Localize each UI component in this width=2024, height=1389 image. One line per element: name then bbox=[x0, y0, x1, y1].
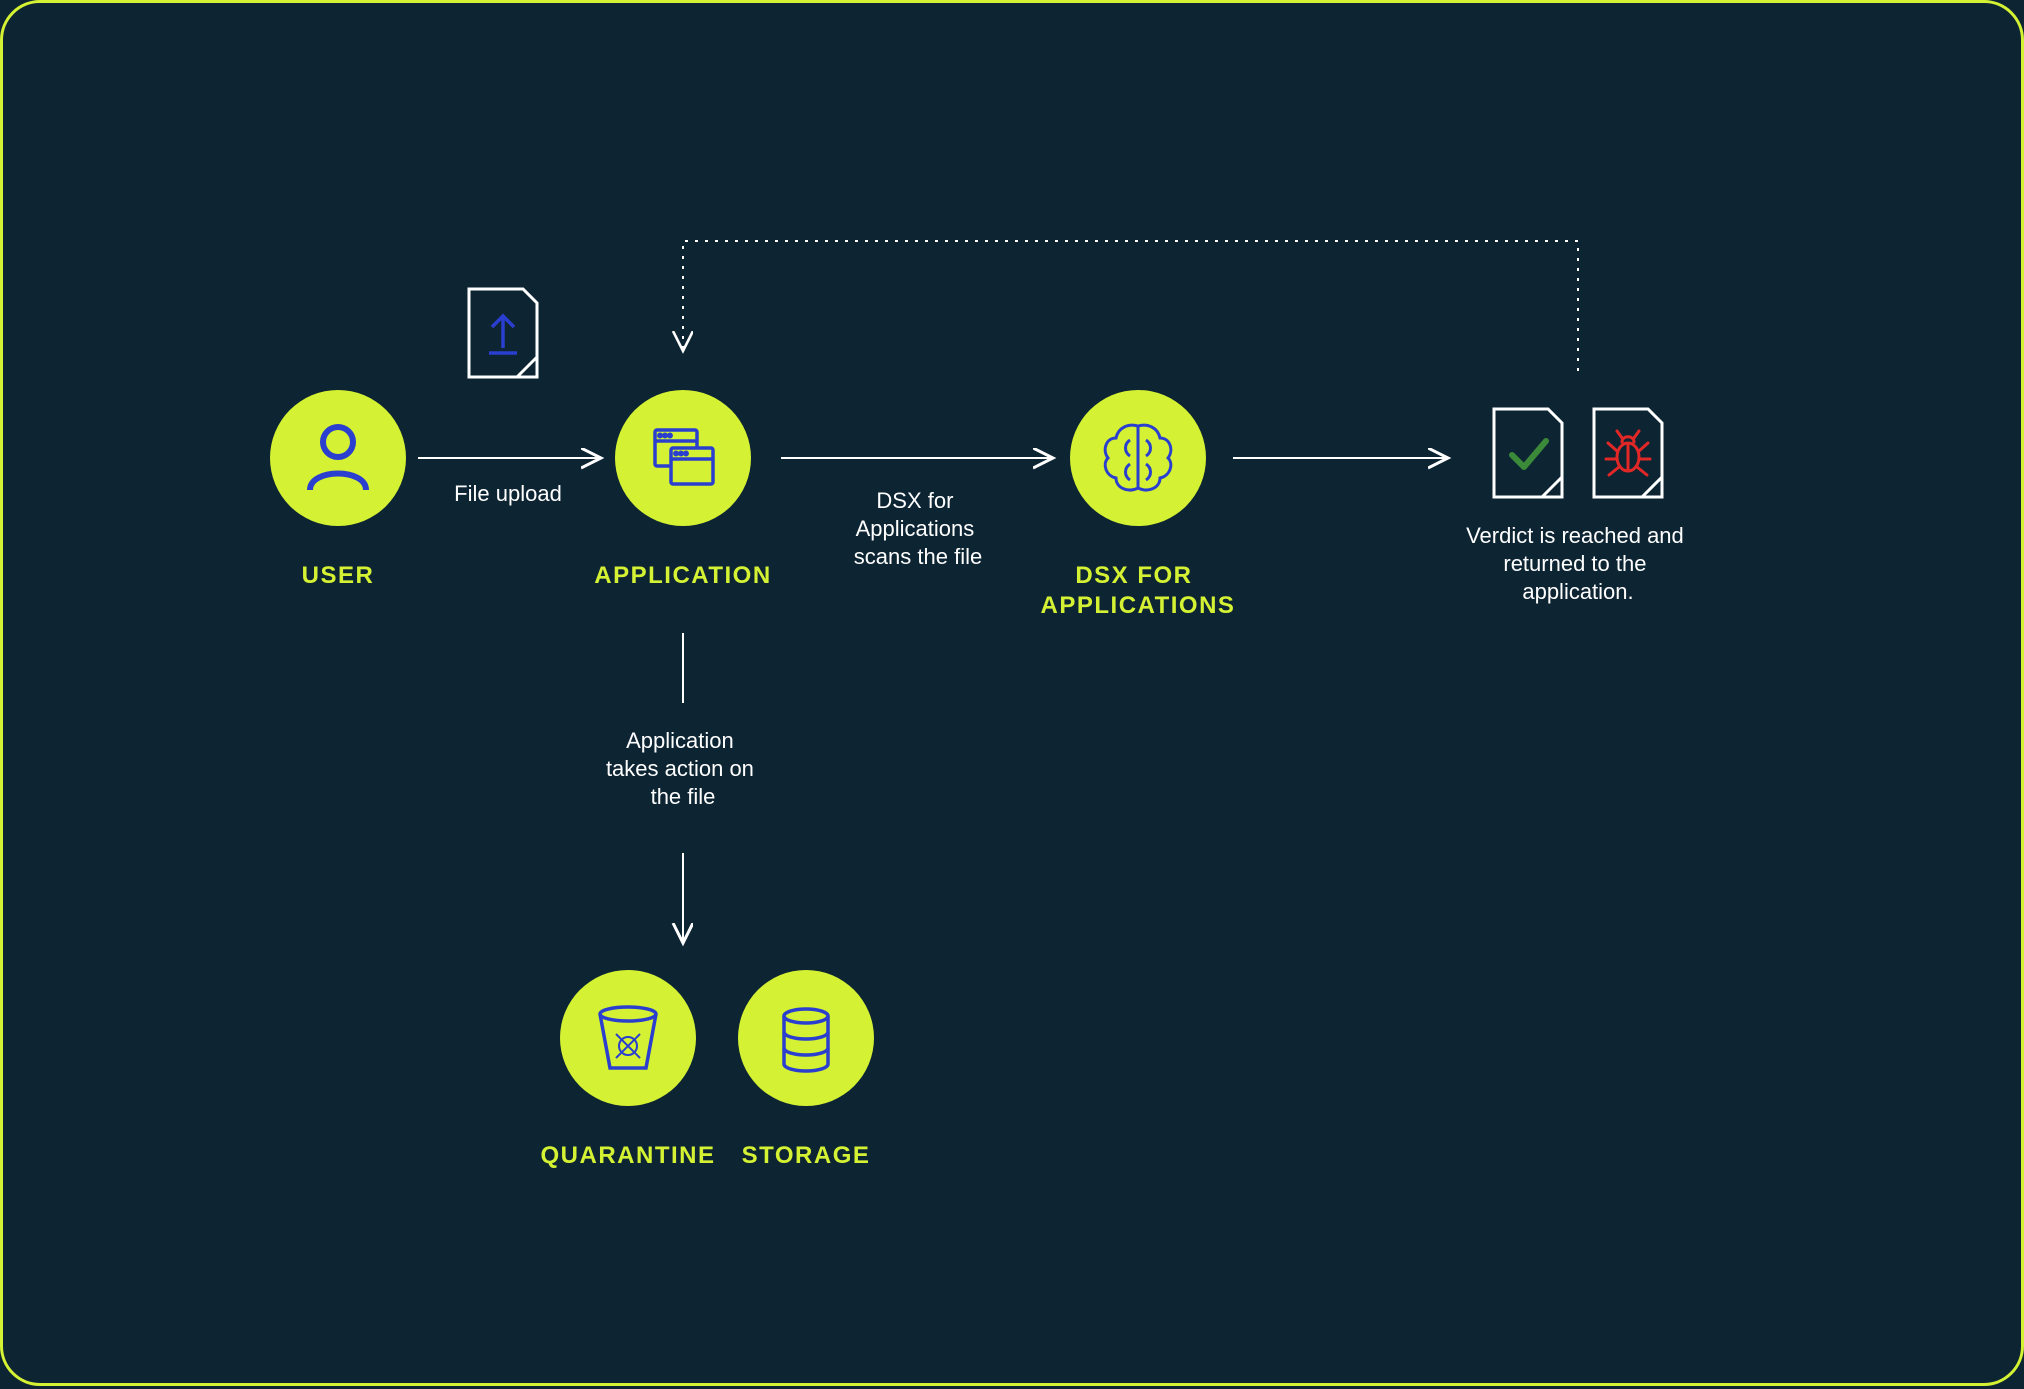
node-storage bbox=[738, 970, 874, 1106]
label-verdict: Verdict is reached and returned to the a… bbox=[1466, 523, 1690, 604]
node-dsx bbox=[1070, 390, 1206, 526]
label-quarantine: QUARANTINE bbox=[541, 1142, 716, 1169]
verdict-icons bbox=[1494, 409, 1662, 497]
label-takes-action: Application takes action on the file bbox=[606, 728, 760, 809]
label-dsx: DSX FOR APPLICATIONS bbox=[1041, 562, 1236, 619]
label-scans-file: DSX for Applications scans the file bbox=[854, 488, 982, 569]
label-user: USER bbox=[302, 562, 375, 589]
label-application: APPLICATION bbox=[594, 562, 771, 589]
bug-icon bbox=[1606, 431, 1650, 475]
flow-diagram: File upload DSX for Applications scans t… bbox=[3, 3, 2024, 1389]
upload-document-icon bbox=[469, 289, 537, 377]
node-user bbox=[270, 390, 406, 526]
label-storage: STORAGE bbox=[742, 1142, 871, 1169]
edge-verdict-to-application bbox=[683, 241, 1578, 371]
diagram-frame: File upload DSX for Applications scans t… bbox=[0, 0, 2024, 1386]
node-application bbox=[615, 390, 751, 526]
label-file-upload: File upload bbox=[454, 481, 562, 506]
node-quarantine bbox=[560, 970, 696, 1106]
